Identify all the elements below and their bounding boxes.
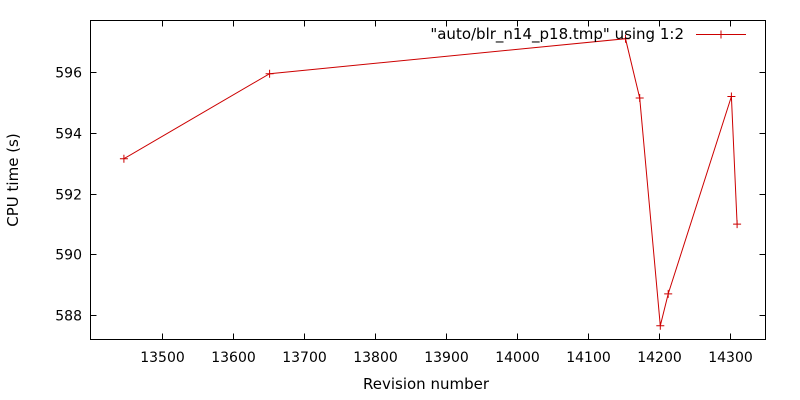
x-tick-label: 13800	[353, 350, 398, 366]
legend: "auto/blr_n14_p18.tmp" using 1:2	[430, 25, 746, 44]
series-points	[119, 34, 742, 330]
x-tick-label: 14100	[566, 350, 611, 366]
x-axis: 13500 13600 13700 13800 13900 14000 14100 14200…	[140, 20, 753, 366]
y-tick-label: 590	[55, 248, 82, 264]
series-line	[123, 38, 738, 326]
plot-frame	[90, 20, 766, 340]
data-point	[664, 289, 673, 298]
legend-point-marker	[717, 30, 725, 39]
y-axis: 588 590 592 594 596	[55, 66, 766, 325]
x-tick-label: 14300	[708, 350, 753, 366]
legend-label: "auto/blr_n14_p18.tmp" using 1:2	[430, 25, 684, 44]
data-point	[727, 92, 736, 101]
x-tick-label: 14000	[495, 350, 540, 366]
y-tick-label: 594	[55, 127, 82, 143]
x-tick-label: 13600	[211, 350, 256, 366]
x-axis-label: Revision number	[363, 375, 490, 393]
x-tick-label: 13900	[424, 350, 469, 366]
y-tick-label: 588	[55, 309, 82, 325]
data-point	[733, 220, 742, 229]
data-point	[635, 94, 644, 102]
data-point	[656, 321, 665, 330]
x-tick-label: 13500	[140, 350, 185, 366]
x-tick-label: 13700	[282, 350, 327, 366]
data-point	[119, 154, 128, 163]
data-point	[621, 34, 630, 43]
data-point	[265, 69, 274, 78]
y-tick-label: 596	[55, 66, 82, 82]
y-axis-label: CPU time (s)	[4, 133, 22, 226]
x-tick-label: 14200	[637, 350, 682, 366]
y-tick-label: 592	[55, 188, 82, 204]
